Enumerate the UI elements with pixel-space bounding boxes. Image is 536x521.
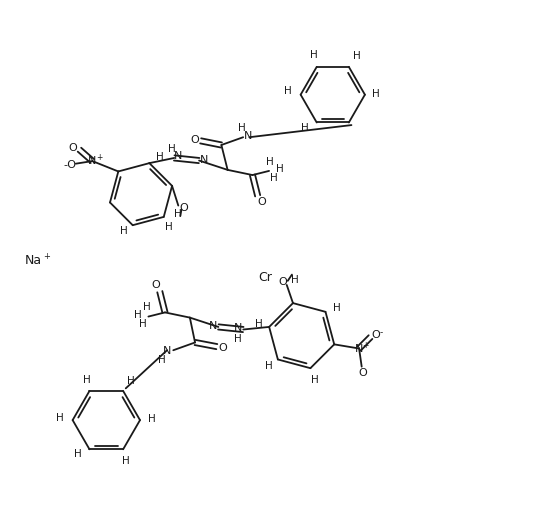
Text: O: O bbox=[190, 135, 199, 145]
Text: H: H bbox=[156, 152, 163, 162]
Text: O: O bbox=[151, 280, 160, 291]
Text: N: N bbox=[244, 131, 252, 141]
Text: H: H bbox=[291, 275, 299, 285]
Text: H: H bbox=[127, 376, 135, 386]
Text: -: - bbox=[379, 328, 383, 338]
Text: H: H bbox=[168, 144, 175, 154]
Text: H: H bbox=[174, 209, 182, 219]
Text: N: N bbox=[234, 324, 242, 333]
Text: H: H bbox=[234, 334, 242, 344]
Text: H: H bbox=[333, 303, 341, 313]
Text: O: O bbox=[219, 343, 227, 353]
Text: H: H bbox=[144, 302, 151, 312]
Text: H: H bbox=[255, 319, 263, 329]
Text: H: H bbox=[373, 89, 380, 98]
Text: O: O bbox=[257, 197, 266, 207]
Text: H: H bbox=[74, 450, 82, 460]
Text: H: H bbox=[134, 310, 142, 320]
Text: Na: Na bbox=[25, 254, 42, 267]
Text: -O: -O bbox=[63, 160, 76, 170]
Text: +: + bbox=[362, 341, 369, 350]
Text: H: H bbox=[265, 361, 272, 370]
Text: N: N bbox=[88, 156, 96, 166]
Text: N: N bbox=[174, 152, 183, 162]
Text: +: + bbox=[43, 252, 50, 261]
Text: N: N bbox=[355, 343, 363, 354]
Text: H: H bbox=[284, 85, 292, 95]
Text: H: H bbox=[266, 157, 274, 167]
Text: H: H bbox=[276, 164, 284, 175]
Text: N: N bbox=[209, 321, 218, 331]
Text: O: O bbox=[68, 143, 77, 153]
Text: Cr: Cr bbox=[258, 270, 272, 283]
Text: N: N bbox=[200, 155, 209, 165]
Text: +: + bbox=[96, 153, 102, 162]
Text: H: H bbox=[158, 355, 166, 365]
Text: H: H bbox=[270, 173, 278, 183]
Text: H: H bbox=[122, 456, 130, 466]
Text: H: H bbox=[139, 319, 147, 329]
Text: H: H bbox=[310, 51, 318, 60]
Text: H: H bbox=[165, 222, 173, 232]
Text: H: H bbox=[120, 227, 127, 237]
Text: H: H bbox=[83, 375, 91, 384]
Text: H: H bbox=[353, 52, 361, 61]
Text: N: N bbox=[163, 346, 171, 356]
Text: H: H bbox=[56, 413, 64, 423]
Text: O: O bbox=[359, 368, 367, 378]
Text: H: H bbox=[238, 123, 246, 133]
Text: O: O bbox=[278, 277, 287, 288]
Text: H: H bbox=[301, 122, 309, 133]
Text: O: O bbox=[179, 203, 188, 213]
Text: O: O bbox=[371, 329, 380, 340]
Text: H: H bbox=[311, 375, 318, 384]
Text: H: H bbox=[147, 414, 155, 424]
